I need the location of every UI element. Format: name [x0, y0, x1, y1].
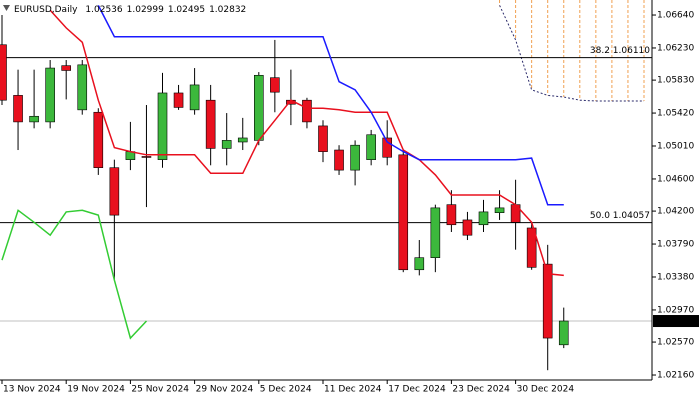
candle-body — [302, 99, 312, 123]
x-tick-label: 19 Nov 2024 — [67, 385, 125, 395]
candle-body — [141, 156, 152, 158]
candle-body — [366, 134, 376, 160]
level-label: 38.2 1.06110 — [590, 46, 650, 56]
indicator-line — [49, 9, 564, 277]
chart-header: EURUSD,Daily 1.02536 1.02999 1.02495 1.02832 — [14, 5, 246, 15]
candle-body — [157, 92, 168, 160]
ohlc-value: 1.02495 — [168, 5, 205, 15]
candle-body — [350, 144, 360, 171]
candle-body — [462, 219, 473, 236]
candle-body — [29, 115, 39, 123]
candle-body — [254, 74, 264, 141]
symbol-icon — [3, 5, 10, 11]
y-tick-label: 1.06640 — [657, 11, 694, 21]
candle-body — [77, 64, 88, 111]
x-tick-label: 30 Dec 2024 — [517, 385, 575, 395]
x-tick-label: 29 Nov 2024 — [196, 385, 254, 395]
y-tick-label: 1.06230 — [657, 43, 694, 53]
y-tick-label: 1.03790 — [657, 240, 694, 250]
ohlc-value: 1.02536 — [85, 5, 122, 15]
candle-body — [205, 99, 216, 149]
candle-body — [318, 125, 328, 152]
x-tick-label: 23 Dec 2024 — [452, 385, 510, 395]
x-tick-label: 13 Nov 2024 — [3, 385, 61, 395]
candle-body — [430, 207, 441, 258]
candle-body — [237, 137, 248, 143]
candle-body — [0, 44, 7, 101]
indicator-line — [97, 5, 564, 206]
y-tick-label: 1.02970 — [657, 305, 694, 315]
candle-body — [61, 65, 72, 71]
candle-body — [221, 140, 232, 149]
candle-body — [446, 204, 457, 226]
symbol: EURUSD,Daily — [14, 5, 78, 15]
y-tick-label: 1.05420 — [657, 109, 694, 119]
level-label: 50.0 1.04057 — [590, 211, 650, 221]
candle-body — [109, 167, 120, 216]
candle-body — [398, 154, 409, 271]
candle-body — [558, 320, 569, 346]
ohlc-value: 1.02999 — [127, 5, 164, 15]
candle-body — [13, 95, 23, 123]
current-price-label: 1.02832 — [657, 317, 694, 327]
candle-body — [45, 67, 55, 123]
candle-body — [478, 211, 489, 226]
x-tick-label: 25 Nov 2024 — [131, 385, 189, 395]
candle-body — [494, 207, 505, 214]
y-tick-label: 1.02160 — [657, 371, 694, 381]
candle-body — [173, 92, 184, 108]
candle-body — [334, 149, 344, 171]
plot-area — [0, 0, 652, 371]
indicator-line — [1, 209, 148, 340]
x-tick-label: 17 Dec 2024 — [388, 385, 446, 395]
y-tick-label: 1.04600 — [657, 174, 694, 184]
candle-body — [526, 227, 537, 268]
y-tick-label: 1.05830 — [657, 76, 694, 86]
candle-body — [93, 111, 104, 169]
y-tick-label: 1.05010 — [657, 142, 694, 152]
ohlc-value: 1.02832 — [209, 5, 246, 15]
y-tick-label: 1.04200 — [657, 207, 694, 217]
y-tick-label: 1.02570 — [657, 338, 694, 348]
y-tick-label: 1.03380 — [657, 272, 694, 282]
current-price-box — [653, 315, 699, 328]
x-tick-label: 5 Dec 2024 — [260, 385, 312, 395]
x-tick-label: 11 Dec 2024 — [324, 385, 382, 395]
candle-body — [382, 137, 393, 158]
candle-body — [542, 263, 553, 339]
cloud-edge — [499, 5, 644, 102]
candle-body — [270, 77, 280, 93]
candle-body — [414, 257, 425, 271]
candle-body — [189, 84, 200, 111]
